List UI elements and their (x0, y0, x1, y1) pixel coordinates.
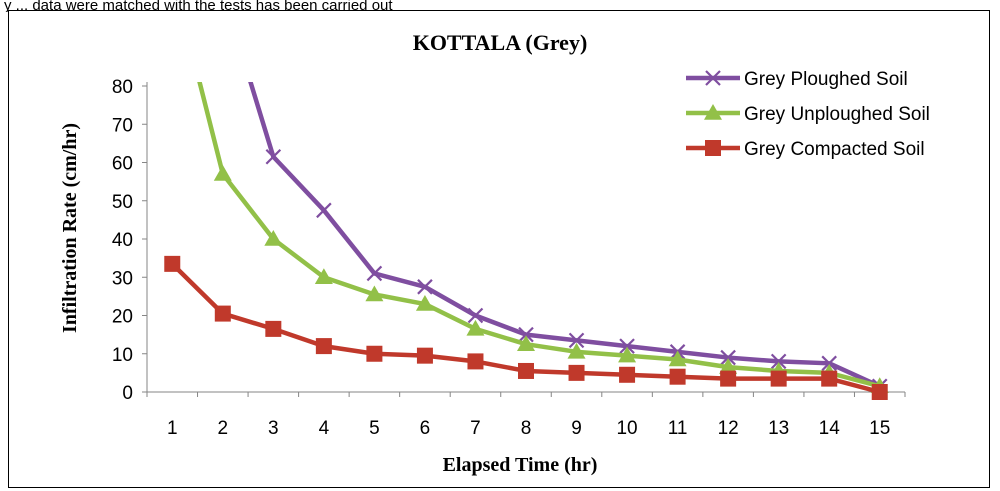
x-tick-label: 9 (571, 418, 582, 439)
data-point (720, 349, 736, 366)
legend-label: Grey Ploughed Soil (744, 69, 908, 90)
x-tick-label: 15 (869, 418, 890, 439)
series-line (248, 82, 881, 389)
data-point (619, 366, 636, 383)
data-point (264, 230, 283, 246)
data-point (518, 326, 534, 343)
data-point (705, 70, 721, 86)
series-group (164, 82, 889, 400)
data-point (316, 202, 332, 219)
legend-label: Grey Unploughed Soil (744, 104, 930, 125)
x-tick-label: 14 (819, 418, 841, 439)
series-0 (248, 82, 888, 395)
y-tick-label: 60 (112, 154, 133, 175)
y-tick-label: 30 (112, 268, 133, 289)
legend-item-2: Grey Compacted Soil (686, 139, 925, 160)
data-point (366, 345, 383, 362)
data-point (871, 384, 888, 400)
y-tick-label: 0 (122, 383, 133, 404)
x-tick-label: 8 (521, 418, 532, 439)
data-point (265, 320, 282, 337)
top-text-strip: y ... data were matched with the tests h… (4, 0, 393, 12)
y-tick-label: 80 (112, 77, 133, 98)
data-point (567, 342, 586, 359)
data-point (416, 347, 433, 364)
x-tick-label: 11 (668, 418, 688, 439)
data-point (821, 370, 838, 387)
legend-item-0: Grey Ploughed Soil (686, 69, 908, 90)
data-point (668, 350, 687, 367)
data-point (619, 338, 635, 354)
data-point (415, 295, 434, 311)
y-axis-title: Infiltration Rate (cm/hr) (59, 123, 81, 333)
x-tick-label: 2 (218, 418, 229, 439)
data-point (365, 285, 384, 302)
x-tick-label: 5 (369, 418, 380, 439)
y-tick-label: 40 (112, 230, 133, 251)
data-point (770, 353, 787, 370)
y-tick-label: 70 (112, 115, 133, 136)
data-point (315, 338, 332, 355)
data-point (618, 346, 637, 363)
x-axis-title: Elapsed Time (hr) (443, 454, 598, 476)
x-tick-label: 13 (768, 418, 789, 439)
data-point (314, 268, 333, 284)
data-point (720, 370, 737, 387)
data-point (417, 279, 433, 295)
data-point (704, 104, 722, 120)
data-point (366, 265, 383, 282)
data-point (265, 148, 282, 165)
data-point (669, 368, 686, 385)
data-point (568, 332, 585, 349)
data-point (705, 140, 721, 156)
legend: Grey Ploughed Soil Grey Unploughed Soil Gr… (686, 69, 930, 160)
data-point (213, 164, 232, 181)
x-tick-label: 10 (616, 418, 637, 439)
data-point (821, 355, 837, 372)
data-point (467, 353, 484, 370)
x-tick-label: 4 (319, 418, 330, 439)
data-point (518, 362, 534, 379)
y-tick-label: 50 (112, 192, 133, 213)
data-point (719, 358, 738, 374)
data-point (467, 307, 484, 324)
x-tick-label: 7 (470, 418, 481, 439)
x-tick-label: 6 (420, 418, 431, 439)
data-point (568, 364, 585, 381)
data-point (214, 305, 231, 322)
x-tick-label: 12 (718, 418, 739, 439)
y-tick-label: 10 (112, 345, 133, 366)
x-tick-label: 3 (268, 418, 279, 439)
data-point (770, 370, 787, 387)
data-point (517, 335, 535, 351)
legend-item-1: Grey Unploughed Soil (686, 104, 930, 125)
legend-label: Grey Compacted Soil (744, 139, 925, 160)
series-2 (164, 255, 888, 400)
chart-frame (8, 10, 990, 488)
x-tick-label: 1 (167, 418, 178, 439)
y-tick-label: 20 (112, 307, 133, 328)
data-point (466, 319, 485, 336)
data-point (164, 255, 181, 272)
chart-title: KOTTALA (Grey) (413, 30, 588, 55)
